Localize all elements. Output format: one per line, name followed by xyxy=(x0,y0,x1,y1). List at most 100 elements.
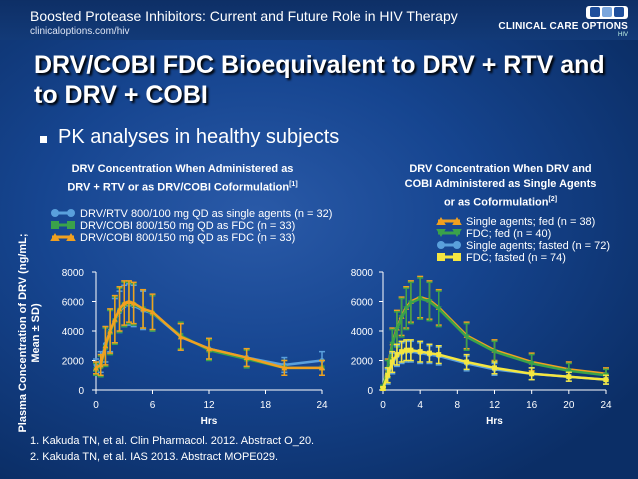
data-point xyxy=(319,365,325,371)
x-axis-label: Hrs xyxy=(486,416,503,427)
right-chart-ref: [2] xyxy=(548,196,558,203)
right-chart-title: DRV Concentration When DRV and COBI Admi… xyxy=(378,162,623,211)
data-point xyxy=(125,299,132,304)
x-tick-label: 4 xyxy=(417,400,423,411)
data-point xyxy=(121,300,128,306)
series-4 xyxy=(380,339,609,392)
legend-marker xyxy=(66,233,76,241)
y-tick-label: 2000 xyxy=(351,357,374,368)
legend-label: Single agents; fasted (n = 72) xyxy=(466,240,610,252)
reference-1: 1. Kakuda TN, et al. Clin Pharmacol. 201… xyxy=(30,435,315,447)
y-tick-label: 0 xyxy=(78,386,84,397)
legend-marker xyxy=(453,253,461,261)
data-point xyxy=(116,306,123,312)
x-tick-label: 12 xyxy=(203,400,215,411)
logo-subtext: HIV xyxy=(617,32,628,38)
y-tick-label: 8000 xyxy=(351,268,374,279)
data-point xyxy=(107,328,114,334)
bullet-icon xyxy=(40,136,47,143)
data-point xyxy=(435,306,442,312)
data-point xyxy=(491,349,498,355)
legend-label: DRV/COBI 800/150 mg QD as FDC (n = 33) xyxy=(80,232,295,244)
data-point xyxy=(93,365,99,371)
legend-marker xyxy=(50,233,60,241)
legend-label: FDC; fasted (n = 74) xyxy=(466,252,566,264)
y-tick-label: 0 xyxy=(367,386,373,397)
right-chart-title-line1: DRV Concentration When DRV and xyxy=(409,163,592,175)
logo-square-icon xyxy=(602,7,612,17)
y-tick-label: 4000 xyxy=(351,327,374,338)
legend-marker xyxy=(51,209,59,217)
data-point xyxy=(528,360,535,366)
y-tick-label: 8000 xyxy=(62,268,85,279)
slide-title: DRV/COBI FDC Bioequivalent to DRV + RTV … xyxy=(34,51,605,109)
y-tick-label: 4000 xyxy=(62,327,85,338)
left-chart-ref: [1] xyxy=(289,181,298,188)
header-title: Boosted Protease Inhibitors: Current and… xyxy=(30,8,458,24)
legend-label: Single agents; fed (n = 38) xyxy=(466,216,595,228)
data-point xyxy=(243,355,250,361)
x-tick-label: 18 xyxy=(260,400,272,411)
left-chart-title-line2: DRV + RTV or as DRV/COBI Coformulation xyxy=(67,181,290,194)
legend-marker xyxy=(437,241,445,249)
right-chart-title-line2: COBI Administered as Single Agents xyxy=(404,178,597,190)
bullet-text: PK analyses in healthy subjects xyxy=(58,126,340,148)
x-tick-label: 24 xyxy=(316,400,328,411)
legend-marker xyxy=(67,209,75,217)
reference-2: 2. Kakuda TN, et al. IAS 2013. Abstract … xyxy=(30,451,279,463)
x-tick-label: 8 xyxy=(455,400,461,411)
left-chart-title-line1: DRV Concentration When Administered as xyxy=(71,163,294,175)
data-point xyxy=(426,299,433,304)
data-point xyxy=(436,352,442,358)
data-point xyxy=(464,359,470,365)
x-tick-label: 16 xyxy=(526,400,538,411)
data-point xyxy=(177,334,184,340)
y-tick-label: 6000 xyxy=(62,298,85,309)
data-point xyxy=(417,349,423,355)
logo-square-icon xyxy=(614,7,624,17)
x-axis-label: Hrs xyxy=(201,416,218,427)
x-tick-label: 12 xyxy=(489,400,501,411)
data-point xyxy=(403,306,410,312)
data-point xyxy=(206,346,212,352)
data-point xyxy=(529,371,535,377)
data-point xyxy=(399,349,405,355)
data-point xyxy=(426,350,432,356)
legend-label: DRV/COBI 800/150 mg QD as FDC (n = 33) xyxy=(80,220,295,232)
data-point xyxy=(97,362,104,368)
data-point xyxy=(111,316,118,322)
legend-label: DRV/RTV 800/100 mg QD as single agents (… xyxy=(80,208,332,220)
logo-badge xyxy=(586,6,628,19)
legend-marker xyxy=(452,217,462,225)
left-chart-title: DRV Concentration When Administered as D… xyxy=(50,162,315,196)
right-chart: 0 2000 4000 6000 8000 0 4 8 12 16 20 24 Hrs Single ag… xyxy=(351,216,612,427)
data-point xyxy=(140,306,147,312)
series-2 xyxy=(93,281,325,378)
legend-marker xyxy=(436,217,446,225)
x-tick-label: 0 xyxy=(93,400,99,411)
legend-marker xyxy=(453,241,461,249)
data-point xyxy=(407,300,414,306)
y-tick-label: 2000 xyxy=(62,357,85,368)
series-line xyxy=(95,300,322,370)
right-chart-title-line3: or as Coformulation xyxy=(443,196,549,209)
references: 1. Kakuda TN, et al. Clin Pharmacol. 201… xyxy=(30,433,314,465)
data-point xyxy=(566,374,572,380)
legend-marker xyxy=(51,221,59,229)
legend-marker xyxy=(437,253,445,261)
data-point xyxy=(463,334,470,340)
data-point xyxy=(149,309,156,315)
x-tick-label: 24 xyxy=(600,400,612,411)
data-point xyxy=(385,372,391,378)
data-point xyxy=(394,352,400,358)
left-chart: 0 2000 4000 6000 8000 0 6 12 18 24 Hrs DRV/RTV 800/… xyxy=(50,208,332,427)
data-point xyxy=(393,327,400,333)
data-point xyxy=(492,365,497,371)
legend-label: FDC; fed (n = 40) xyxy=(466,228,551,240)
logo-square-icon xyxy=(590,7,600,17)
legend-marker xyxy=(452,229,462,237)
data-point xyxy=(130,300,137,306)
header-url[interactable]: clinicaloptions.com/hiv xyxy=(30,26,130,37)
